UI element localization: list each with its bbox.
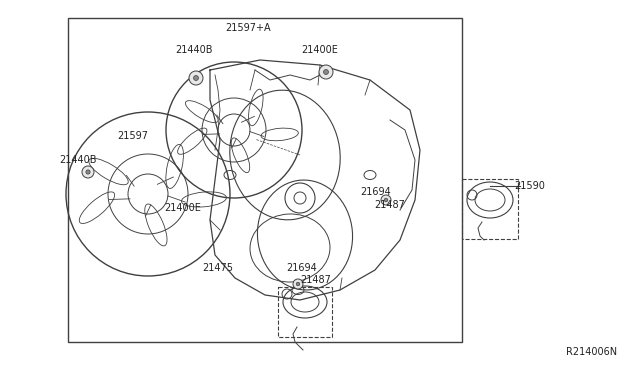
Text: 21487: 21487 (301, 275, 332, 285)
Circle shape (384, 198, 388, 202)
Text: 21400E: 21400E (301, 45, 339, 55)
Text: 21440B: 21440B (60, 155, 97, 165)
Circle shape (189, 71, 203, 85)
Text: 21694: 21694 (360, 187, 392, 197)
Text: R214006N: R214006N (566, 347, 617, 357)
Bar (68, 18, 462, 342)
Circle shape (381, 195, 391, 205)
Text: 21590: 21590 (515, 181, 545, 191)
Circle shape (193, 76, 198, 80)
Text: 21487: 21487 (374, 200, 405, 210)
Circle shape (319, 65, 333, 79)
Circle shape (82, 166, 94, 178)
Text: 21597: 21597 (118, 131, 148, 141)
Circle shape (296, 282, 300, 286)
Text: 21400E: 21400E (164, 203, 202, 213)
Circle shape (324, 70, 328, 74)
Text: 21475: 21475 (202, 263, 234, 273)
Bar (462, 179, 518, 239)
Bar (278, 287, 332, 337)
Text: 21694: 21694 (287, 263, 317, 273)
Circle shape (86, 170, 90, 174)
Circle shape (293, 279, 303, 289)
Text: 21597+A: 21597+A (225, 23, 271, 33)
Text: 21440B: 21440B (175, 45, 212, 55)
